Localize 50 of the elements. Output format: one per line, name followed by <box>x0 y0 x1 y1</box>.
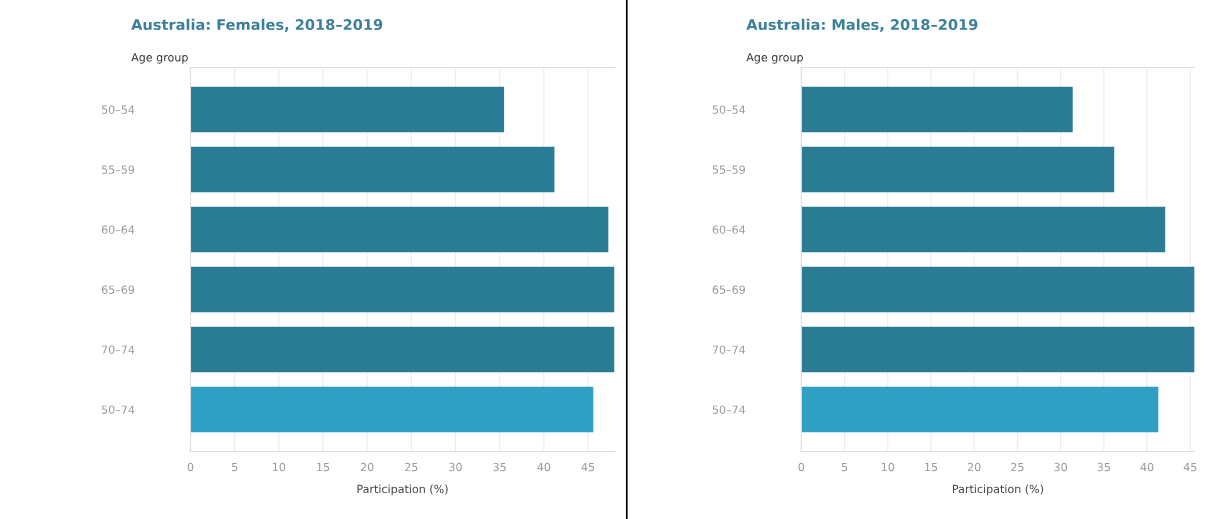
bar <box>190 386 594 433</box>
x-tick-label: 10 <box>272 462 286 472</box>
y-axis-title: Age group <box>131 53 188 64</box>
x-tick-label: 25 <box>405 462 418 472</box>
x-tick-label: 40 <box>537 462 551 472</box>
bar <box>190 266 615 313</box>
x-tick-label: 10 <box>881 462 895 472</box>
y-tick-label: 60–64 <box>712 225 746 234</box>
x-tick-label: 35 <box>1097 462 1110 472</box>
x-tick-label: 15 <box>317 462 330 472</box>
x-tick-label: 0 <box>798 462 805 472</box>
bar <box>801 146 1115 193</box>
y-axis-title: Age group <box>746 53 803 64</box>
x-tick-label: 20 <box>360 462 374 472</box>
y-tick-label: 50–54 <box>101 105 135 114</box>
y-tick-label: 70–74 <box>102 345 135 354</box>
bar <box>801 326 1195 373</box>
x-axis-title: Participation (%) <box>952 484 1044 496</box>
bar <box>801 86 1073 133</box>
bar <box>801 386 1159 433</box>
x-tick-label: 45 <box>581 462 595 472</box>
bar <box>801 266 1195 313</box>
x-tick-label: 30 <box>1054 462 1067 472</box>
y-tick-label: 50–54 <box>712 105 746 114</box>
y-tick-label: 60–64 <box>101 225 135 234</box>
bar <box>801 206 1166 253</box>
y-tick-label: 70–74 <box>712 345 746 354</box>
x-tick-label: 45 <box>1183 462 1197 472</box>
y-tick-label: 65–69 <box>712 285 745 294</box>
x-tick-label: 30 <box>449 462 462 472</box>
x-tick-label: 40 <box>1140 462 1154 472</box>
bar <box>190 86 505 133</box>
y-tick-label: 55–59 <box>101 165 135 174</box>
chart-title: Australia: Males, 2018–2019 <box>746 18 978 32</box>
x-tick-label: 5 <box>841 462 848 472</box>
x-tick-label: 15 <box>925 462 938 472</box>
y-tick-label: 65–69 <box>101 285 135 294</box>
x-axis-title: Participation (%) <box>357 484 448 496</box>
chart-title: Australia: Females, 2018–2019 <box>131 18 383 32</box>
bar <box>190 326 615 373</box>
x-tick-label: 20 <box>967 462 981 472</box>
y-tick-label: 50–74 <box>101 405 135 414</box>
x-tick-label: 35 <box>493 462 506 472</box>
y-tick-label: 50–74 <box>712 405 746 414</box>
x-tick-label: 5 <box>231 462 238 472</box>
y-tick-label: 55–59 <box>712 165 745 174</box>
x-tick-label: 0 <box>187 462 194 472</box>
x-tick-label: 25 <box>1011 462 1024 472</box>
bar <box>190 206 609 253</box>
bar <box>190 146 555 193</box>
